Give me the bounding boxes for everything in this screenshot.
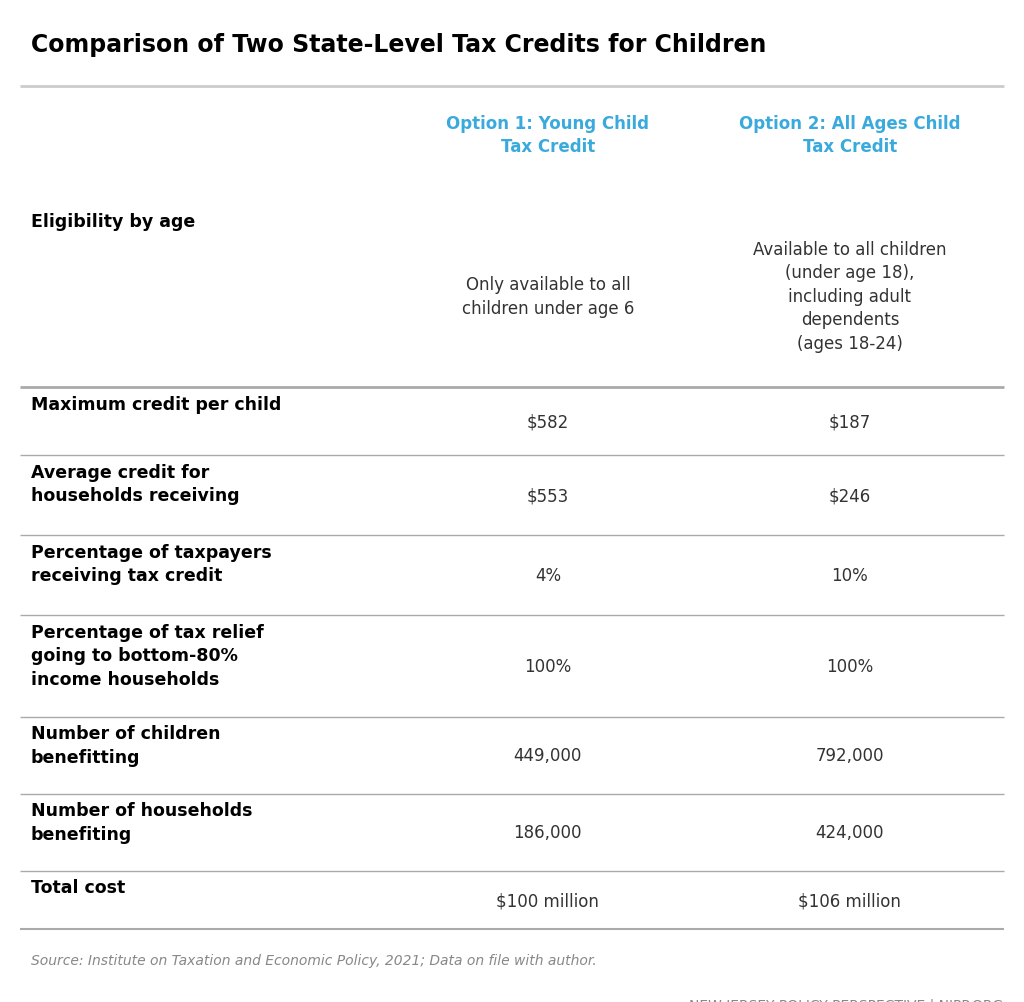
Text: 186,000: 186,000 <box>514 824 582 842</box>
Text: $246: $246 <box>828 487 871 505</box>
Text: Number of households
benefiting: Number of households benefiting <box>31 802 252 843</box>
Text: Maximum credit per child: Maximum credit per child <box>31 396 282 414</box>
Text: Only available to all
children under age 6: Only available to all children under age… <box>462 276 634 318</box>
Text: Average credit for
households receiving: Average credit for households receiving <box>31 463 240 505</box>
Text: 10%: 10% <box>831 566 868 584</box>
Text: Total cost: Total cost <box>31 879 125 897</box>
Text: 100%: 100% <box>524 657 571 675</box>
Text: 792,000: 792,000 <box>816 746 884 765</box>
Text: Source: Institute on Taxation and Economic Policy, 2021; Data on file with autho: Source: Institute on Taxation and Econom… <box>31 953 596 967</box>
Text: Option 1: Young Child
Tax Credit: Option 1: Young Child Tax Credit <box>446 114 649 156</box>
Text: Available to all children
(under age 18),
including adult
dependents
(ages 18-24: Available to all children (under age 18)… <box>754 240 946 353</box>
Text: Eligibility by age: Eligibility by age <box>31 212 195 230</box>
Text: $582: $582 <box>526 413 569 431</box>
Text: $106 million: $106 million <box>799 891 901 909</box>
Text: Percentage of taxpayers
receiving tax credit: Percentage of taxpayers receiving tax cr… <box>31 543 271 585</box>
Text: $187: $187 <box>828 413 871 431</box>
Text: 4%: 4% <box>535 566 561 584</box>
Text: $553: $553 <box>526 487 569 505</box>
Text: Number of children
benefitting: Number of children benefitting <box>31 724 220 767</box>
Text: Option 2: All Ages Child
Tax Credit: Option 2: All Ages Child Tax Credit <box>739 114 961 156</box>
Text: Percentage of tax relief
going to bottom-80%
income households: Percentage of tax relief going to bottom… <box>31 623 263 688</box>
Text: NEW JERSEY POLICY PERSPECTIVE | NJPP.ORG: NEW JERSEY POLICY PERSPECTIVE | NJPP.ORG <box>689 998 1004 1002</box>
Text: 100%: 100% <box>826 657 873 675</box>
Text: Comparison of Two State-Level Tax Credits for Children: Comparison of Two State-Level Tax Credit… <box>31 33 766 57</box>
Text: 449,000: 449,000 <box>514 746 582 765</box>
Text: 424,000: 424,000 <box>816 824 884 842</box>
Text: $100 million: $100 million <box>497 891 599 909</box>
